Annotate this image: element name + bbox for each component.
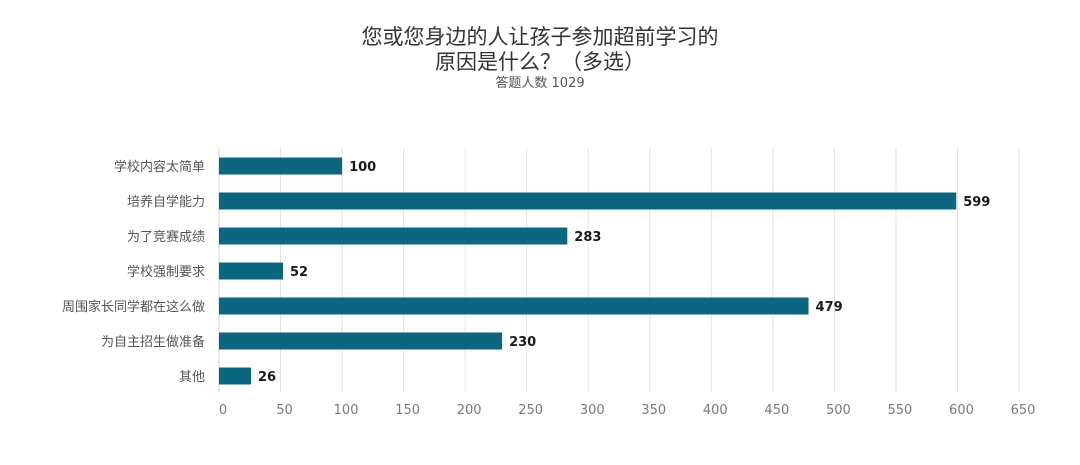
- x-tick-label: 400: [703, 403, 728, 418]
- x-tick-label: 200: [457, 403, 482, 418]
- x-tick-label: 500: [826, 403, 851, 418]
- category-label: 其他: [179, 370, 205, 385]
- category-label: 学校强制要求: [127, 264, 205, 280]
- x-tick-label: 50: [276, 403, 293, 418]
- value-label: 100: [349, 160, 376, 175]
- x-tick-label: 600: [949, 403, 974, 418]
- bar: [219, 192, 957, 210]
- bar: [219, 367, 251, 385]
- category-label: 学校内容太简单: [114, 159, 205, 175]
- x-tick-label: 300: [580, 403, 605, 418]
- category-label: 为了竞赛成绩: [127, 229, 205, 245]
- x-tick-label: 250: [518, 403, 543, 418]
- value-labels: 100 599 283 52 479 230 26: [258, 160, 990, 385]
- value-label: 479: [816, 300, 843, 315]
- category-label: 周围家长同学都在这么做: [62, 299, 205, 315]
- chart-title-line-1: 您或您身边的人让孩子参加超前学习的: [362, 25, 719, 49]
- bar: [219, 157, 343, 175]
- x-tick-label: 100: [334, 403, 359, 418]
- gridlines: [218, 148, 1020, 392]
- x-tick-label: 650: [1011, 403, 1036, 418]
- bars: [219, 157, 957, 385]
- value-label: 283: [574, 230, 601, 245]
- category-labels: 学校内容太简单培养自学能力为了竞赛成绩学校强制要求周围家长同学都在这么做为自主招…: [62, 159, 205, 385]
- x-axis-ticks: 0 50 100 150 200 250 300 350 400 450 500 550 600 650: [219, 403, 1036, 418]
- value-label: 599: [963, 195, 990, 210]
- value-label: 230: [509, 335, 536, 350]
- x-tick-label: 0: [219, 403, 227, 418]
- bar: [219, 262, 283, 280]
- bar: [219, 297, 809, 315]
- bar: [219, 227, 568, 245]
- chart-title: 您或您身边的人让孩子参加超前学习的 原因是什么？（多选）: [362, 25, 719, 74]
- chart-subtitle: 答题人数 1029: [495, 75, 584, 91]
- x-tick-label: 150: [395, 403, 420, 418]
- category-label: 培养自学能力: [127, 194, 205, 210]
- x-tick-label: 450: [764, 403, 789, 418]
- value-label: 52: [290, 265, 308, 280]
- x-tick-label: 550: [888, 403, 913, 418]
- bar: [219, 332, 503, 350]
- x-tick-label: 350: [641, 403, 666, 418]
- value-label: 26: [258, 370, 276, 385]
- chart-title-line-2: 原因是什么？（多选）: [435, 50, 645, 74]
- category-label: 为自主招生做准备: [101, 334, 205, 350]
